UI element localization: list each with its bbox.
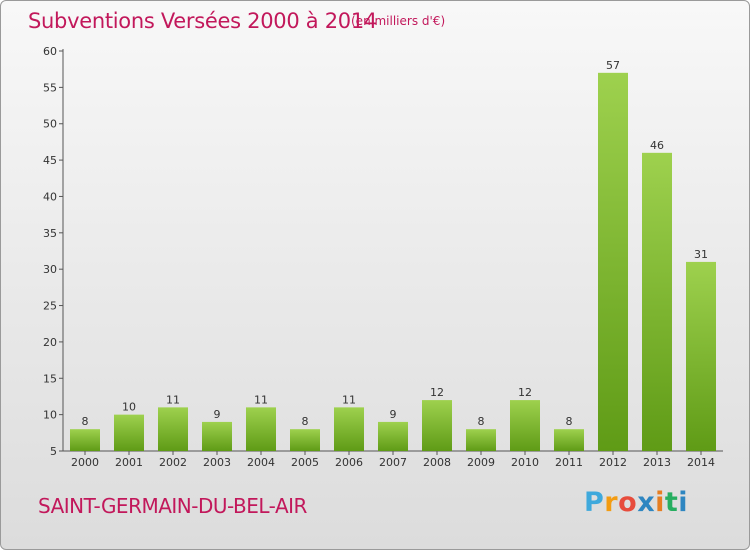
bar bbox=[114, 414, 144, 451]
bar bbox=[334, 407, 364, 451]
logo-letter: i bbox=[678, 487, 689, 518]
bar bbox=[642, 152, 672, 451]
chart-subtitle: (en milliers d'€) bbox=[351, 14, 446, 28]
bar bbox=[686, 261, 716, 451]
logo-letter: t bbox=[664, 487, 679, 518]
bar bbox=[378, 421, 408, 451]
y-tick-label: 5 bbox=[50, 445, 57, 458]
bar bbox=[510, 400, 540, 451]
bar bbox=[422, 400, 452, 451]
x-tick-label: 2004 bbox=[247, 456, 275, 469]
data-label: 46 bbox=[650, 139, 664, 152]
y-tick-label: 55 bbox=[43, 81, 57, 94]
y-tick-label: 50 bbox=[43, 118, 57, 131]
bar bbox=[290, 429, 320, 451]
x-tick-label: 2013 bbox=[643, 456, 671, 469]
data-label: 12 bbox=[518, 386, 532, 399]
bar bbox=[246, 407, 276, 451]
x-tick-label: 2011 bbox=[555, 456, 583, 469]
data-label: 8 bbox=[478, 415, 485, 428]
bar bbox=[70, 429, 100, 451]
data-label: 11 bbox=[166, 393, 180, 406]
data-label: 8 bbox=[566, 415, 573, 428]
x-tick-label: 2010 bbox=[511, 456, 539, 469]
x-tick-label: 2003 bbox=[203, 456, 231, 469]
x-tick-label: 2007 bbox=[379, 456, 407, 469]
chart-title: Subventions Versées 2000 à 2014 bbox=[28, 9, 377, 33]
y-tick-label: 25 bbox=[43, 300, 57, 313]
data-label: 9 bbox=[214, 408, 221, 421]
place-name: SAINT-GERMAIN-DU-BEL-AIR bbox=[38, 494, 307, 518]
data-label: 11 bbox=[342, 393, 356, 406]
data-label: 8 bbox=[302, 415, 309, 428]
data-label: 31 bbox=[694, 248, 708, 261]
y-tick-label: 30 bbox=[43, 263, 57, 276]
y-tick-label: 15 bbox=[43, 372, 57, 385]
data-label: 12 bbox=[430, 386, 444, 399]
y-tick-label: 60 bbox=[43, 45, 57, 58]
x-tick-label: 2012 bbox=[599, 456, 627, 469]
bar bbox=[158, 407, 188, 451]
x-tick-label: 2005 bbox=[291, 456, 319, 469]
logo-letter: x bbox=[637, 487, 656, 518]
logo-letter: i bbox=[655, 487, 665, 518]
x-tick-label: 2008 bbox=[423, 456, 451, 469]
y-tick-label: 10 bbox=[43, 409, 57, 422]
y-tick-label: 35 bbox=[43, 227, 57, 240]
x-tick-label: 2009 bbox=[467, 456, 495, 469]
x-tick-label: 2002 bbox=[159, 456, 187, 469]
data-label: 9 bbox=[390, 408, 397, 421]
logo-letter: o bbox=[618, 487, 638, 518]
bar bbox=[202, 421, 232, 451]
y-tick-label: 40 bbox=[43, 190, 57, 203]
data-label: 11 bbox=[254, 393, 268, 406]
logo-letter: P bbox=[584, 487, 605, 518]
bar bbox=[466, 429, 496, 451]
proxiti-logo: Proxiti bbox=[584, 487, 688, 518]
x-tick-label: 2006 bbox=[335, 456, 363, 469]
logo-letter: r bbox=[604, 487, 619, 518]
data-label: 8 bbox=[82, 415, 89, 428]
x-tick-label: 2001 bbox=[115, 456, 143, 469]
x-tick-label: 2000 bbox=[71, 456, 99, 469]
bar bbox=[554, 429, 584, 451]
x-tick-label: 2014 bbox=[687, 456, 715, 469]
y-tick-label: 20 bbox=[43, 336, 57, 349]
data-label: 10 bbox=[122, 401, 136, 414]
data-label: 57 bbox=[606, 59, 620, 72]
y-tick-label: 45 bbox=[43, 154, 57, 167]
bar bbox=[598, 72, 628, 452]
